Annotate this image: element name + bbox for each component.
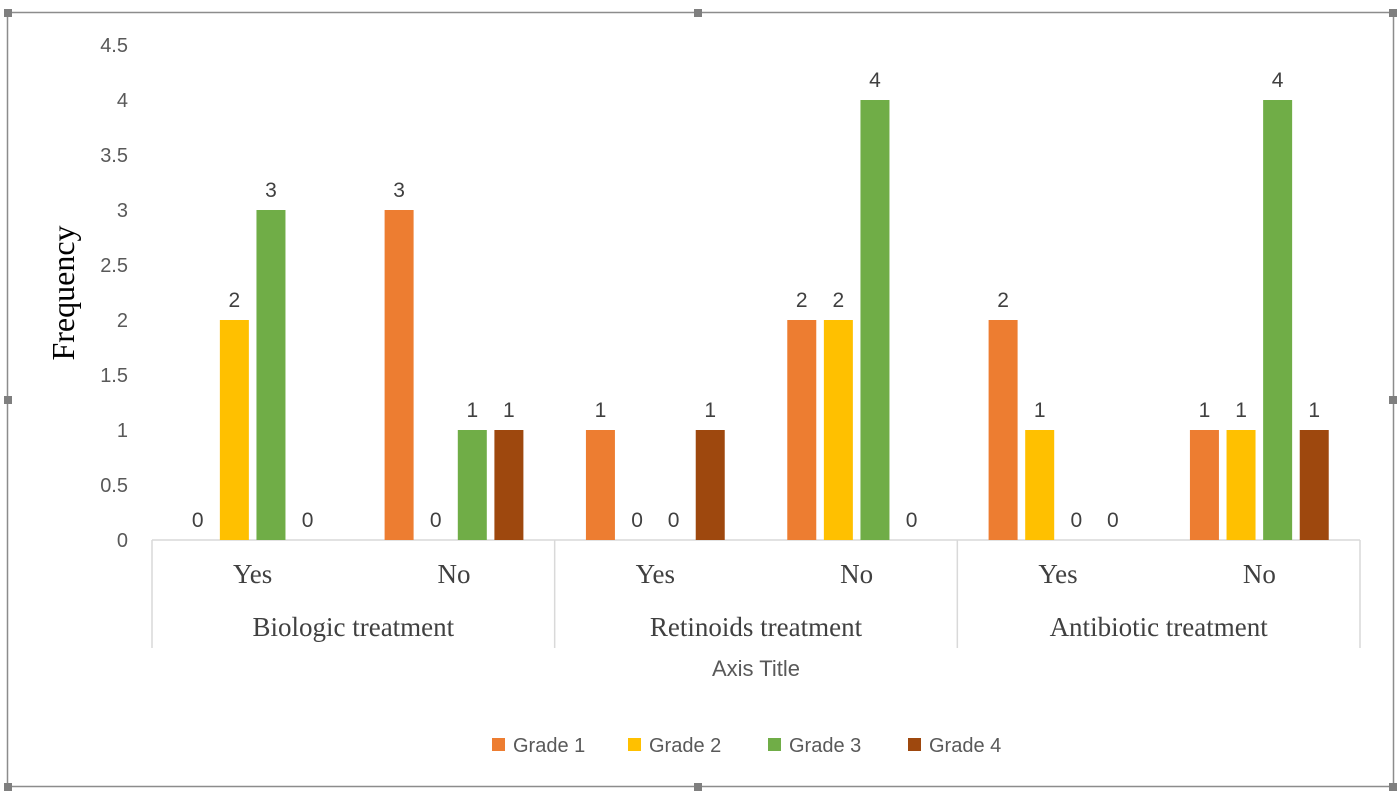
data-label: 4 (869, 69, 881, 92)
bar (457, 430, 487, 540)
data-label: 1 (1308, 399, 1320, 422)
x-category-label: Yes (636, 559, 675, 589)
bar (988, 320, 1018, 540)
data-label: 2 (833, 289, 845, 312)
legend-swatch (628, 738, 641, 751)
data-label: 0 (668, 509, 680, 532)
legend-label: Grade 3 (789, 735, 861, 757)
bar (695, 430, 725, 540)
data-label: 2 (796, 289, 808, 312)
data-label: 1 (1034, 399, 1046, 422)
legend-label: Grade 4 (929, 735, 1001, 757)
x-category-label: Yes (1038, 559, 1077, 589)
labels-layer: 0 3 1 2 2 1 2 0 0 2 1 1 3 1 0 4 0 4 0 1 1 0 0 1 (192, 69, 1320, 532)
y-tick-label: 0 (117, 530, 128, 552)
y-tick-label: 0.5 (100, 475, 128, 497)
y-tick-label: 1.5 (100, 365, 128, 387)
resize-handle-bottom[interactable] (694, 783, 702, 791)
x-group-label: Retinoids treatment (650, 612, 863, 642)
resize-handle-top-right[interactable] (1389, 9, 1397, 17)
y-tick-label: 2 (117, 310, 128, 332)
y-tick-label: 1 (117, 420, 128, 442)
bar (1189, 430, 1219, 540)
y-tick-label: 2.5 (100, 255, 128, 277)
data-label: 1 (704, 399, 716, 422)
legend-swatch (768, 738, 781, 751)
data-label: 0 (302, 509, 314, 532)
legend-item: Grade 1 (492, 735, 585, 757)
data-label: 1 (466, 399, 478, 422)
bar (384, 210, 414, 540)
bar (1299, 430, 1329, 540)
y-tick-label: 4.5 (100, 35, 128, 57)
bar (787, 320, 817, 540)
resize-handle-bottom-left[interactable] (4, 783, 12, 791)
bar (823, 320, 853, 540)
x-axis-title: Axis Title (712, 656, 800, 681)
resize-handle-top-left[interactable] (4, 9, 12, 17)
x-category-label: No (1243, 559, 1276, 589)
selection-frame (6, 11, 1395, 788)
legend-item: Grade 3 (768, 735, 861, 757)
data-label: 3 (393, 179, 405, 202)
data-label: 0 (1070, 509, 1082, 532)
data-label: 3 (265, 179, 277, 202)
x-category-label: No (840, 559, 873, 589)
bar (494, 430, 524, 540)
y-tick-label: 3.5 (100, 145, 128, 167)
legend-label: Grade 1 (513, 735, 585, 757)
bar (585, 430, 615, 540)
bar (860, 100, 890, 540)
y-tick-label: 4 (117, 90, 128, 112)
bar (256, 210, 286, 540)
data-label: 2 (229, 289, 241, 312)
y-tick-label: 3 (117, 200, 128, 222)
data-label: 1 (503, 399, 515, 422)
resize-handle-top[interactable] (694, 9, 702, 17)
data-label: 2 (997, 289, 1009, 312)
resize-handle-left[interactable] (4, 396, 12, 404)
bar (219, 320, 249, 540)
data-label: 0 (631, 509, 643, 532)
x-category-label: No (438, 559, 471, 589)
data-label: 1 (1199, 399, 1211, 422)
y-axis-title: Frequency (45, 225, 81, 360)
legend-item: Grade 4 (908, 735, 1001, 757)
legend-swatch (908, 738, 921, 751)
axis-layer: 0 0.5 1 1.5 2 2.5 3 3.5 4 4.5 Yes No Yes No Yes No Biolo… (100, 35, 1361, 648)
x-category-label: Yes (233, 559, 272, 589)
x-group-label: Biologic treatment (252, 612, 454, 642)
x-group-label: Antibiotic treatment (1050, 612, 1269, 642)
data-label: 0 (192, 509, 204, 532)
data-label: 0 (430, 509, 442, 532)
data-label: 4 (1272, 69, 1284, 92)
bar (1226, 430, 1256, 540)
legend-label: Grade 2 (649, 735, 721, 757)
bar (1025, 430, 1055, 540)
resize-handle-right[interactable] (1389, 396, 1397, 404)
data-label: 1 (1235, 399, 1247, 422)
bars-layer (219, 100, 1329, 540)
bar (1263, 100, 1293, 540)
resize-handle-bottom-right[interactable] (1389, 783, 1397, 791)
data-label: 1 (595, 399, 607, 422)
data-label: 0 (906, 509, 918, 532)
legend-item: Grade 2 (628, 735, 721, 757)
legend-swatch (492, 738, 505, 751)
data-label: 0 (1107, 509, 1119, 532)
legend: Grade 1 Grade 2 Grade 3 Grade 4 (492, 735, 1001, 757)
